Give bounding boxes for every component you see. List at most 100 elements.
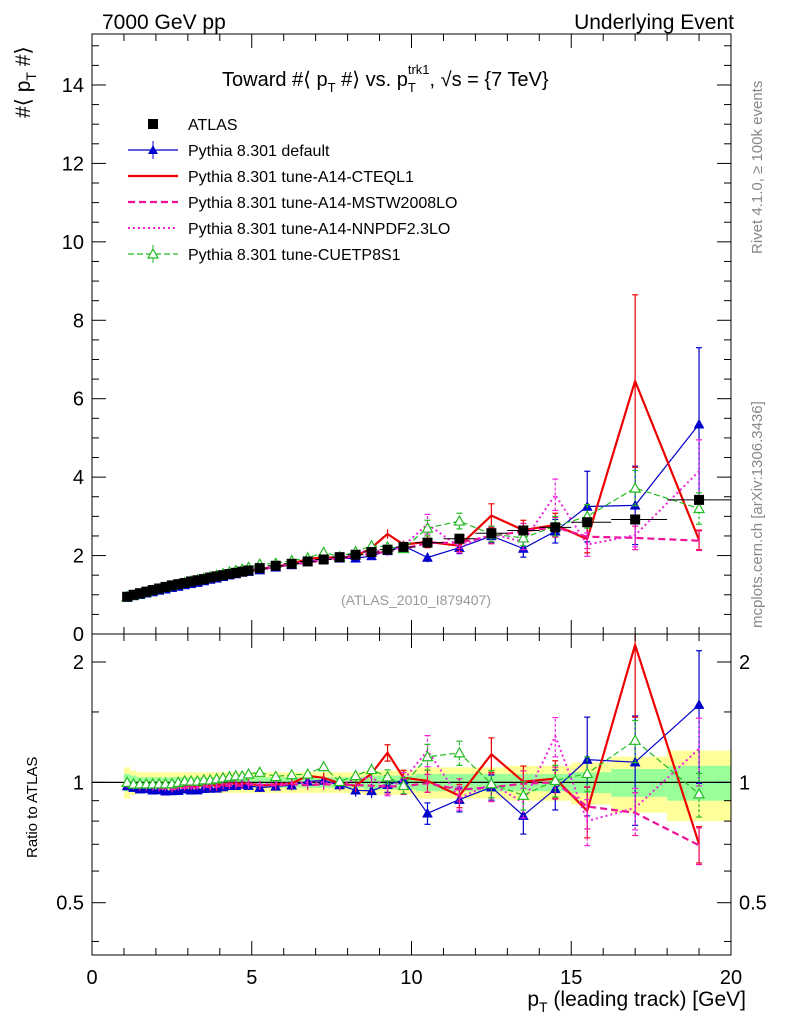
series-line (126, 380, 701, 598)
data-point (242, 767, 255, 779)
legend-item-mstw: Pythia 8.301 tune-A14-MSTW2008LO (128, 195, 457, 212)
data-point (192, 575, 203, 586)
data-point (318, 554, 329, 565)
data-point (366, 547, 377, 558)
mcplots-label: mcplots.cern.ch [arXiv:1306.3436] (749, 401, 766, 628)
data-point (485, 777, 498, 789)
legend-label: ATLAS (188, 117, 238, 134)
data-point (422, 807, 433, 818)
data-point (582, 517, 593, 528)
data-point (122, 591, 133, 602)
ratio-y-tick-label-right: 1 (739, 772, 750, 794)
legend-label: Pythia 8.301 tune-CUETP8S1 (188, 247, 401, 264)
data-point (517, 531, 530, 543)
data-point (254, 563, 265, 574)
data-point (317, 760, 330, 772)
data-point (453, 514, 466, 526)
x-axis-label: pT (leading track) [GeV] (527, 988, 746, 1015)
data-point (397, 779, 410, 791)
data-point (302, 556, 313, 567)
legend-item-default: Pythia 8.301 default (128, 141, 330, 160)
data-point (286, 558, 297, 569)
x-tick-label: 0 (86, 967, 97, 989)
legend: ATLAS Pythia 8.301 default Pythia 8.301 tu… (128, 117, 457, 264)
data-point (349, 769, 362, 781)
data-point (365, 763, 378, 775)
series-line (126, 526, 700, 599)
data-point (693, 502, 706, 514)
data-point (230, 567, 241, 578)
ratio-y-axis-label: Ratio to ATLAS (24, 757, 41, 858)
data-point (269, 770, 282, 782)
data-point (350, 549, 361, 560)
data-point (128, 589, 139, 600)
data-point (301, 767, 314, 779)
data-point (121, 776, 134, 787)
y-tick-label: 0 (73, 624, 84, 646)
data-point (693, 699, 705, 709)
x-tick-label: 10 (400, 967, 422, 989)
rivet-version-label: Rivet 4.1.0, ≥ 100k events (749, 81, 766, 254)
data-point (334, 552, 345, 563)
series-atlas (122, 494, 731, 602)
y-tick-label: 12 (62, 153, 84, 175)
legend-item-nnpdf: Pythia 8.301 tune-A14-NNPDF2.3LO (128, 221, 450, 238)
series-mstw (126, 516, 703, 599)
data-point (454, 533, 465, 544)
data-point (693, 787, 706, 799)
legend-marker (146, 247, 160, 259)
data-point (629, 481, 642, 493)
data-point (270, 560, 281, 571)
data-point (517, 789, 530, 800)
series-cteql1 (126, 294, 703, 598)
data-point (421, 750, 434, 762)
legend-label: Pythia 8.301 tune-A14-NNPDF2.3LO (188, 221, 450, 238)
data-point (285, 768, 298, 780)
data-point (486, 528, 497, 539)
data-point (253, 766, 266, 777)
data-point (398, 541, 409, 552)
data-point (550, 522, 561, 533)
legend-marker (148, 119, 158, 129)
y-tick-label: 8 (73, 310, 84, 332)
data-point (179, 578, 190, 589)
y-tick-label: 6 (73, 389, 84, 411)
data-point (186, 576, 197, 587)
ratio-axes: 0.5 0.51 12 20 5 10 15 20 (56, 634, 767, 989)
data-point (173, 579, 184, 590)
legend-label: Pythia 8.301 tune-A14-CTEQL1 (188, 169, 414, 186)
data-point (422, 552, 433, 562)
legend-label: Pythia 8.301 tune-A14-MSTW2008LO (188, 195, 457, 212)
data-point (693, 418, 705, 429)
legend-item-atlas: ATLAS (148, 117, 238, 134)
series-cuetp8s1 (121, 719, 706, 818)
data-point (581, 767, 594, 779)
data-point (198, 574, 209, 585)
data-point (134, 588, 145, 599)
data-point (422, 537, 433, 548)
x-tick-label: 5 (246, 967, 257, 989)
data-point (147, 585, 158, 596)
main-plot-area (121, 294, 731, 602)
data-point (224, 569, 235, 579)
data-point (333, 775, 346, 787)
ratio-y-tick-label: 2 (73, 652, 84, 674)
legend-label: Pythia 8.301 default (188, 143, 330, 160)
ratio-plot-area (92, 634, 731, 866)
data-point (629, 734, 642, 745)
series-line (126, 643, 701, 845)
data-point (421, 521, 434, 533)
data-point (205, 572, 216, 583)
y-tick-label: 14 (62, 75, 84, 97)
main-title: Toward #⟨ pT #⟩ vs. pTtrk1, √s = {7 TeV} (222, 62, 549, 95)
x-tick-label: 20 (720, 967, 742, 989)
data-point (453, 746, 466, 758)
legend-item-cteql1: Pythia 8.301 tune-A14-CTEQL1 (128, 169, 414, 186)
ratio-y-tick-label: 1 (73, 772, 84, 794)
ratio-y-tick-label: 0.5 (56, 893, 84, 915)
ratio-y-tick-label-right: 2 (739, 652, 750, 674)
data-point (160, 581, 171, 592)
data-point (382, 544, 393, 555)
energy-label: 7000 GeV pp (102, 11, 226, 34)
data-point (166, 580, 177, 591)
